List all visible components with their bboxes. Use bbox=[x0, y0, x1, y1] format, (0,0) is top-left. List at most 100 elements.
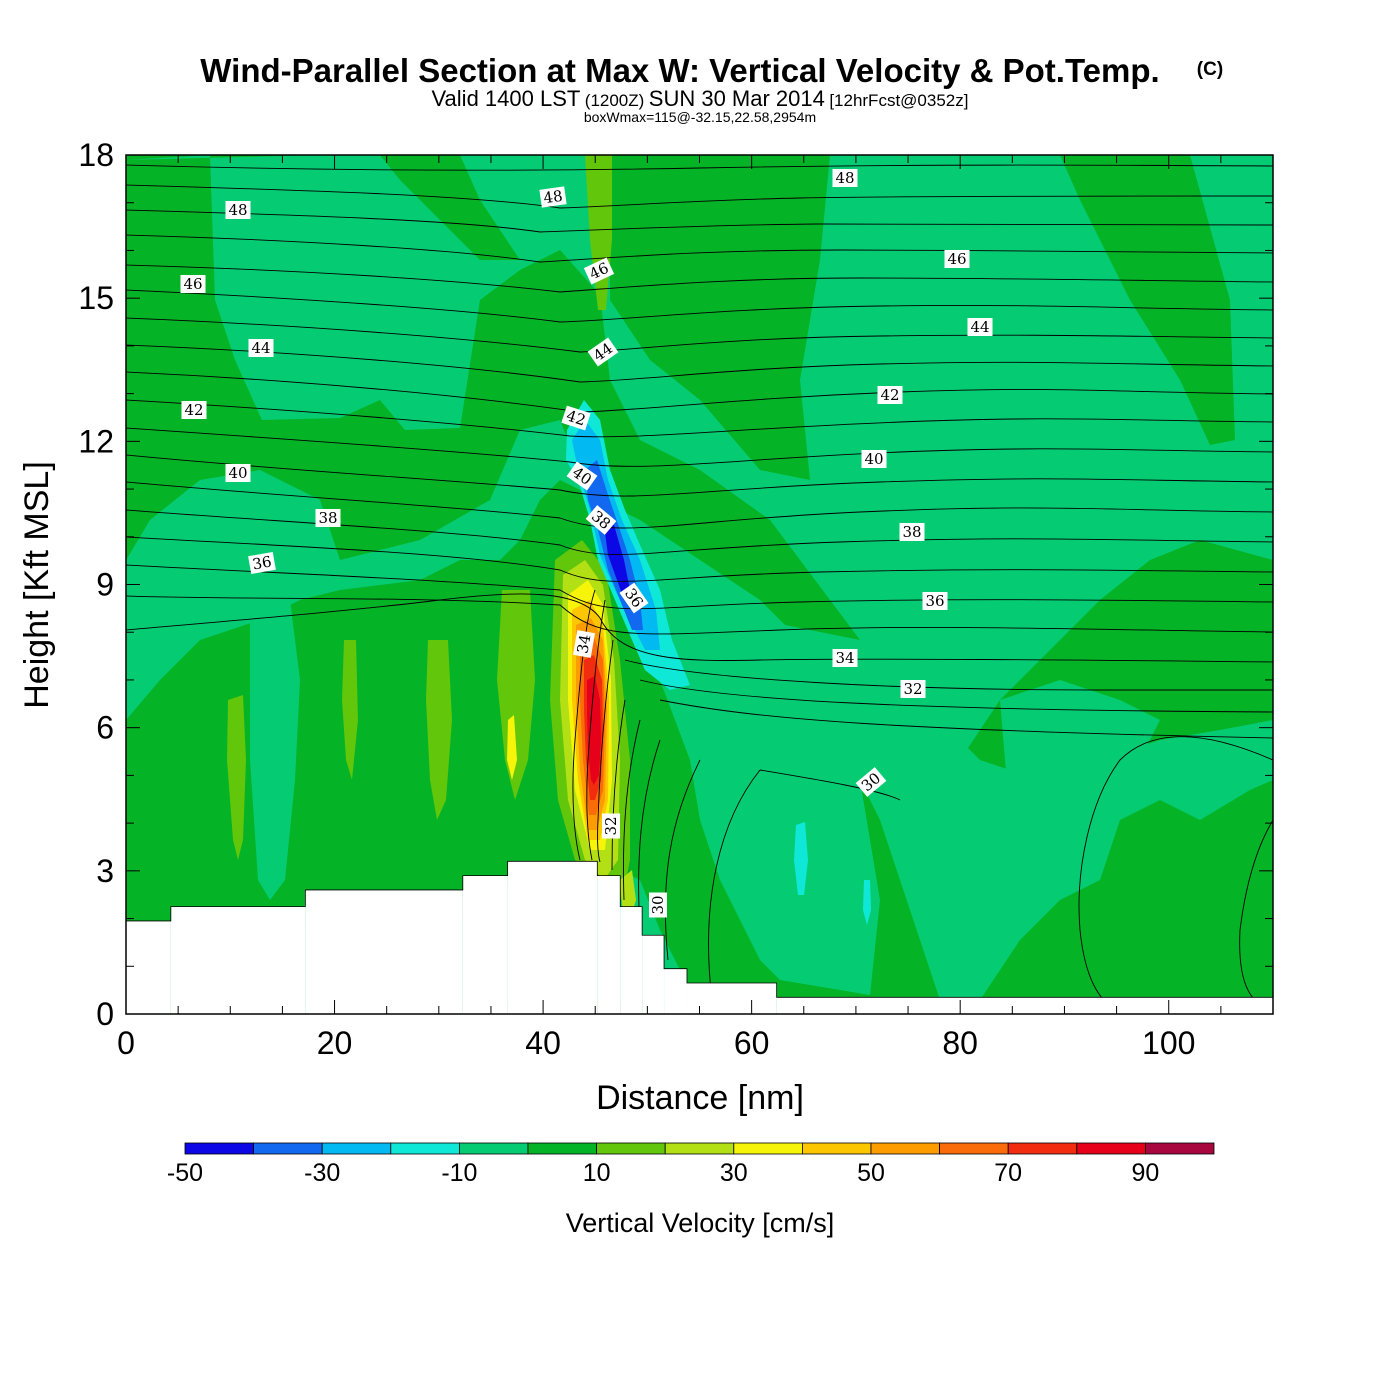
theta-label: 34 bbox=[572, 630, 596, 658]
theta-label-text: 34 bbox=[835, 649, 854, 667]
velocity-region bbox=[507, 715, 517, 780]
colorbar-swatch bbox=[527, 1142, 597, 1155]
theta-label-box bbox=[585, 505, 617, 535]
colorbar-swatch bbox=[321, 1142, 392, 1155]
colorbar-swatch bbox=[939, 1142, 1009, 1155]
x-tick-label: 0 bbox=[117, 1025, 135, 1061]
terrain-block bbox=[686, 982, 777, 1014]
theta-label: 48 bbox=[225, 201, 251, 219]
theta-contour-line bbox=[126, 564, 1273, 610]
terrain-block bbox=[462, 875, 508, 1014]
theta-label: 42 bbox=[561, 405, 591, 431]
theta-label: 30 bbox=[649, 892, 667, 918]
theta-contour-line bbox=[623, 719, 641, 901]
valid-time-line: Valid 1400 LST (1200Z) SUN 30 Mar 2014 [… bbox=[432, 86, 969, 111]
x-tick-label: 60 bbox=[734, 1025, 770, 1061]
velocity-region bbox=[342, 640, 358, 780]
theta-label: 48 bbox=[832, 169, 858, 187]
theta-contour-line bbox=[126, 264, 1273, 293]
theta-contour-line bbox=[586, 599, 1273, 861]
theta-label: 38 bbox=[315, 509, 341, 527]
x-tick-label: 80 bbox=[942, 1025, 978, 1061]
x-axis-label: Distance [nm] bbox=[596, 1079, 804, 1117]
theta-contour-line bbox=[126, 371, 1273, 413]
colorbar-swatch bbox=[1145, 1142, 1215, 1155]
theta-label: 44 bbox=[967, 318, 993, 336]
theta-label-text: 42 bbox=[880, 386, 899, 404]
theta-contour-line bbox=[638, 739, 661, 931]
theta-contour-line bbox=[126, 595, 1273, 635]
theta-label-box bbox=[861, 450, 887, 468]
theta-label-box bbox=[649, 892, 667, 918]
theta-label-box bbox=[967, 318, 993, 336]
terrain-block bbox=[642, 935, 665, 1014]
x-tick-label: 40 bbox=[525, 1025, 561, 1061]
colorbar-tick-label: 70 bbox=[994, 1159, 1022, 1187]
theta-label-text: 42 bbox=[184, 401, 203, 419]
theta-contour-line bbox=[597, 639, 1273, 863]
colorbar-tick-label: -10 bbox=[441, 1159, 477, 1187]
theta-label-box bbox=[944, 250, 970, 268]
theta-contour-line bbox=[708, 769, 901, 1001]
theta-label-box bbox=[855, 767, 887, 797]
terrain-block bbox=[507, 861, 598, 1014]
theta-label-text: 34 bbox=[573, 633, 594, 655]
theta-label-text: 48 bbox=[835, 169, 854, 187]
box-info: boxWmax=115@-32.15,22.58,2954m bbox=[584, 109, 816, 125]
forecast-info: [12hrFcst@0352z] bbox=[829, 91, 968, 110]
theta-label-box bbox=[248, 551, 276, 575]
terrain-block bbox=[776, 997, 1273, 1014]
theta-label-text: 30 bbox=[649, 895, 667, 914]
y-tick-label: 18 bbox=[78, 137, 114, 173]
colorbar-swatch bbox=[802, 1142, 872, 1155]
velocity-region bbox=[126, 420, 880, 995]
theta-label-text: 48 bbox=[542, 187, 563, 207]
theta-contour-line bbox=[126, 184, 1273, 209]
theta-contour-line bbox=[126, 454, 1273, 497]
theta-contour-line bbox=[126, 344, 1273, 383]
theta-label-box bbox=[899, 523, 925, 541]
theta-label: 34 bbox=[832, 649, 858, 667]
theta-label-box bbox=[181, 401, 207, 419]
velocity-region bbox=[863, 880, 871, 925]
valid-date: SUN 30 Mar 2014 bbox=[649, 86, 825, 111]
colorbar-swatch bbox=[870, 1142, 940, 1155]
theta-label-box bbox=[572, 630, 596, 658]
theta-label-text: 40 bbox=[864, 450, 883, 468]
colorbar-swatch bbox=[1076, 1142, 1146, 1155]
theta-label: 46 bbox=[180, 275, 206, 293]
terrain-outline bbox=[126, 860, 1273, 998]
theta-label-box bbox=[832, 649, 858, 667]
colorbar-label: Vertical Velocity [cm/s] bbox=[566, 1208, 835, 1238]
theta-contour-line bbox=[572, 589, 1273, 861]
terrain-block bbox=[620, 906, 643, 1014]
y-tick-label: 0 bbox=[96, 996, 114, 1032]
valid-prefix: Valid 1400 LST bbox=[432, 86, 581, 111]
theta-label-text: 40 bbox=[228, 464, 247, 482]
valid-utc: (1200Z) bbox=[585, 91, 645, 110]
colorbar-swatch bbox=[458, 1142, 529, 1155]
theta-label-box bbox=[832, 169, 858, 187]
terrain-block bbox=[126, 920, 171, 1014]
theta-contour-line bbox=[126, 289, 1273, 323]
theta-label-box bbox=[602, 813, 620, 839]
theta-contour-line bbox=[126, 509, 1273, 555]
terrain-block bbox=[170, 906, 306, 1014]
velocity-region bbox=[227, 695, 246, 860]
theta-label: 36 bbox=[248, 551, 276, 575]
theta-contour-line bbox=[126, 536, 1273, 582]
theta-label: 46 bbox=[944, 250, 970, 268]
colorbar-tick-label: -50 bbox=[167, 1159, 203, 1187]
theta-label-text: 38 bbox=[318, 509, 337, 527]
theta-label-box bbox=[900, 680, 926, 698]
terrain bbox=[126, 860, 1273, 1014]
terrain-block bbox=[664, 968, 687, 1014]
y-tick-label: 15 bbox=[78, 280, 114, 316]
theta-contour-line bbox=[126, 593, 1273, 663]
colorbar-swatch bbox=[184, 1142, 254, 1155]
colorbar-tick-label: 30 bbox=[720, 1159, 748, 1187]
velocity-region bbox=[794, 822, 808, 895]
